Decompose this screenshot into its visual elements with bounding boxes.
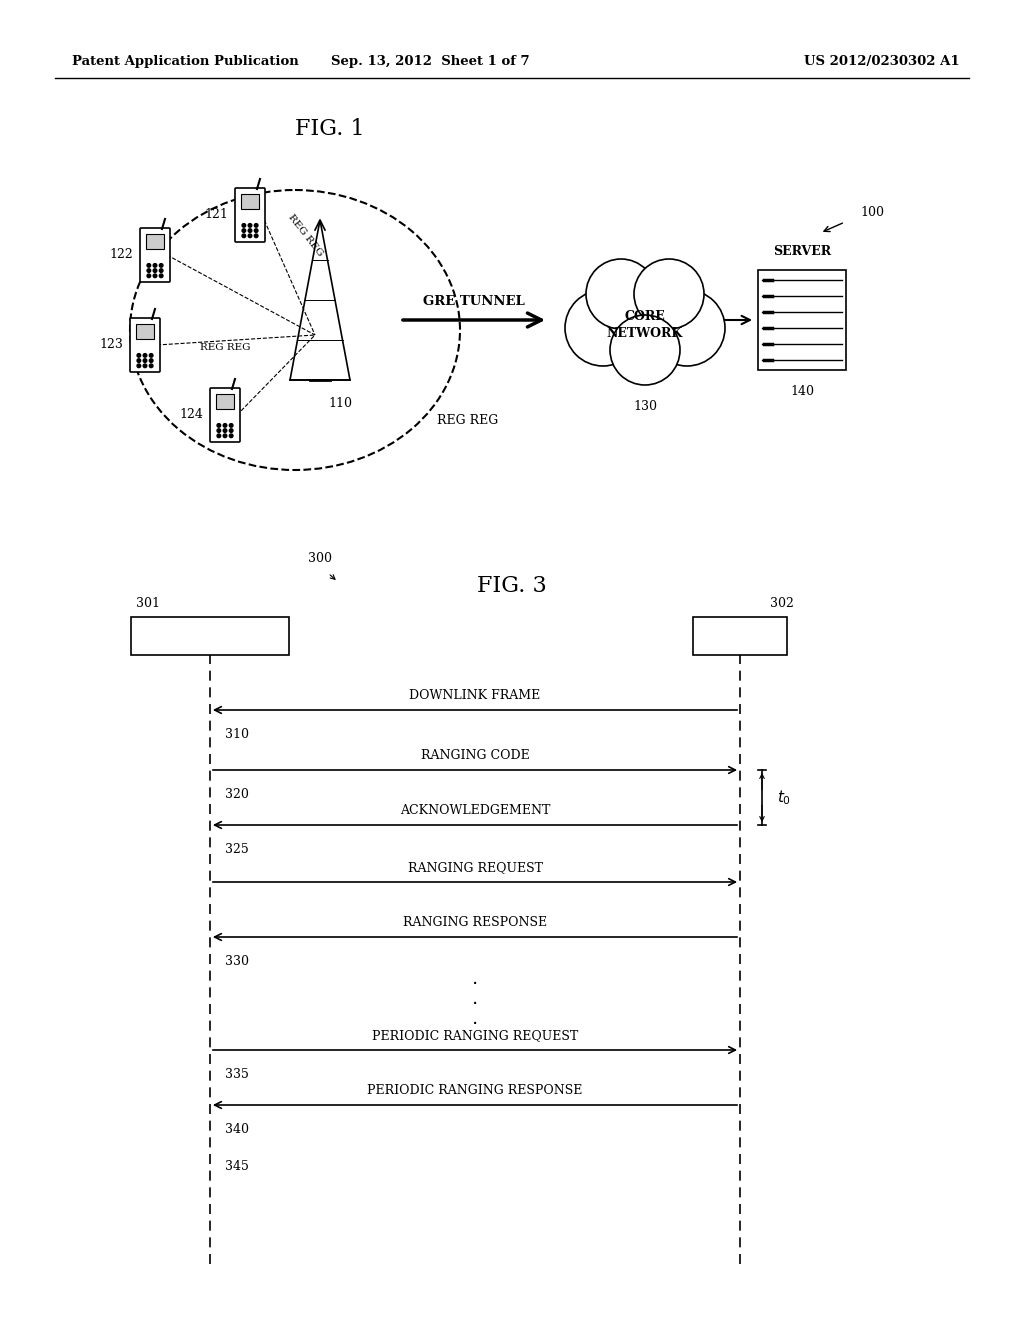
FancyBboxPatch shape bbox=[140, 228, 170, 282]
Text: REG REG: REG REG bbox=[286, 213, 325, 257]
Text: FIG. 3: FIG. 3 bbox=[477, 576, 547, 597]
Circle shape bbox=[160, 269, 163, 272]
Text: REG REG: REG REG bbox=[437, 413, 499, 426]
Text: GRE TUNNEL: GRE TUNNEL bbox=[423, 294, 525, 308]
FancyBboxPatch shape bbox=[210, 388, 240, 442]
Text: PERIODIC RANGING RESPONSE: PERIODIC RANGING RESPONSE bbox=[368, 1084, 583, 1097]
Circle shape bbox=[147, 264, 151, 267]
Circle shape bbox=[254, 223, 258, 227]
Circle shape bbox=[154, 275, 157, 277]
Circle shape bbox=[143, 364, 146, 367]
Text: 110: 110 bbox=[328, 397, 352, 411]
Circle shape bbox=[254, 228, 258, 232]
Text: US 2012/0230302 A1: US 2012/0230302 A1 bbox=[805, 55, 961, 69]
Circle shape bbox=[248, 228, 252, 232]
Circle shape bbox=[229, 429, 233, 433]
Text: $t_0$: $t_0$ bbox=[777, 788, 792, 807]
Circle shape bbox=[160, 264, 163, 267]
Text: ·: · bbox=[472, 975, 478, 994]
Circle shape bbox=[137, 364, 140, 367]
Bar bbox=[136, 325, 154, 339]
Circle shape bbox=[610, 315, 680, 385]
Text: 300: 300 bbox=[308, 552, 332, 565]
Circle shape bbox=[586, 259, 656, 329]
Circle shape bbox=[593, 268, 697, 372]
FancyBboxPatch shape bbox=[693, 616, 787, 655]
Circle shape bbox=[634, 259, 705, 329]
Bar bbox=[216, 395, 234, 409]
Text: ·: · bbox=[472, 1015, 478, 1035]
Circle shape bbox=[154, 269, 157, 272]
Text: 124: 124 bbox=[179, 408, 203, 421]
Circle shape bbox=[223, 429, 226, 433]
Circle shape bbox=[217, 424, 220, 428]
Text: CORE
NETWORK: CORE NETWORK bbox=[607, 310, 683, 341]
Circle shape bbox=[223, 424, 226, 428]
Text: RANGING REQUEST: RANGING REQUEST bbox=[408, 861, 543, 874]
Text: 325: 325 bbox=[225, 843, 249, 855]
Text: 121: 121 bbox=[204, 209, 228, 222]
Text: ACKNOWLEDGEMENT: ACKNOWLEDGEMENT bbox=[399, 804, 550, 817]
Circle shape bbox=[154, 264, 157, 267]
Circle shape bbox=[143, 354, 146, 358]
Text: 100: 100 bbox=[860, 206, 884, 219]
Circle shape bbox=[160, 275, 163, 277]
Circle shape bbox=[143, 359, 146, 363]
Circle shape bbox=[223, 434, 226, 438]
Text: REG REG: REG REG bbox=[200, 343, 251, 352]
Circle shape bbox=[242, 223, 246, 227]
Text: 301: 301 bbox=[136, 597, 160, 610]
Circle shape bbox=[248, 223, 252, 227]
Circle shape bbox=[565, 290, 641, 366]
Text: 340: 340 bbox=[225, 1123, 249, 1137]
Circle shape bbox=[147, 275, 151, 277]
Circle shape bbox=[150, 359, 153, 363]
Circle shape bbox=[150, 364, 153, 367]
Text: 130: 130 bbox=[633, 400, 657, 413]
Text: FIG. 1: FIG. 1 bbox=[295, 117, 365, 140]
Circle shape bbox=[248, 234, 252, 238]
Circle shape bbox=[217, 429, 220, 433]
Bar bbox=[145, 234, 164, 248]
Text: Patent Application Publication: Patent Application Publication bbox=[72, 55, 299, 69]
Text: 310: 310 bbox=[225, 729, 249, 741]
Text: 302: 302 bbox=[770, 597, 794, 610]
Circle shape bbox=[150, 354, 153, 358]
Text: 330: 330 bbox=[225, 954, 249, 968]
Text: ·: · bbox=[472, 995, 478, 1015]
Text: 345: 345 bbox=[225, 1160, 249, 1173]
Bar bbox=[241, 194, 259, 209]
Text: PERIODIC RANGING REQUEST: PERIODIC RANGING REQUEST bbox=[372, 1030, 579, 1041]
Text: DOWNLINK FRAME: DOWNLINK FRAME bbox=[410, 689, 541, 702]
Circle shape bbox=[229, 424, 233, 428]
Text: 123: 123 bbox=[99, 338, 123, 351]
Text: SERVER: SERVER bbox=[773, 246, 831, 257]
Circle shape bbox=[147, 269, 151, 272]
Circle shape bbox=[229, 434, 233, 438]
FancyBboxPatch shape bbox=[131, 616, 289, 655]
Text: 140: 140 bbox=[790, 385, 814, 399]
Text: 122: 122 bbox=[110, 248, 133, 261]
Circle shape bbox=[649, 290, 725, 366]
Text: RANGING CODE: RANGING CODE bbox=[421, 748, 529, 762]
Circle shape bbox=[254, 234, 258, 238]
FancyBboxPatch shape bbox=[130, 318, 160, 372]
Text: 320: 320 bbox=[225, 788, 249, 801]
Text: BS: BS bbox=[730, 630, 750, 643]
Text: RANGING RESPONSE: RANGING RESPONSE bbox=[402, 916, 547, 929]
Circle shape bbox=[242, 234, 246, 238]
Circle shape bbox=[242, 228, 246, 232]
Circle shape bbox=[137, 354, 140, 358]
Bar bbox=[758, 271, 846, 370]
Text: 335: 335 bbox=[225, 1068, 249, 1081]
Circle shape bbox=[137, 359, 140, 363]
Text: Sep. 13, 2012  Sheet 1 of 7: Sep. 13, 2012 Sheet 1 of 7 bbox=[331, 55, 529, 69]
FancyBboxPatch shape bbox=[234, 187, 265, 242]
Text: M2M DEVICE: M2M DEVICE bbox=[163, 630, 257, 643]
Circle shape bbox=[217, 434, 220, 438]
